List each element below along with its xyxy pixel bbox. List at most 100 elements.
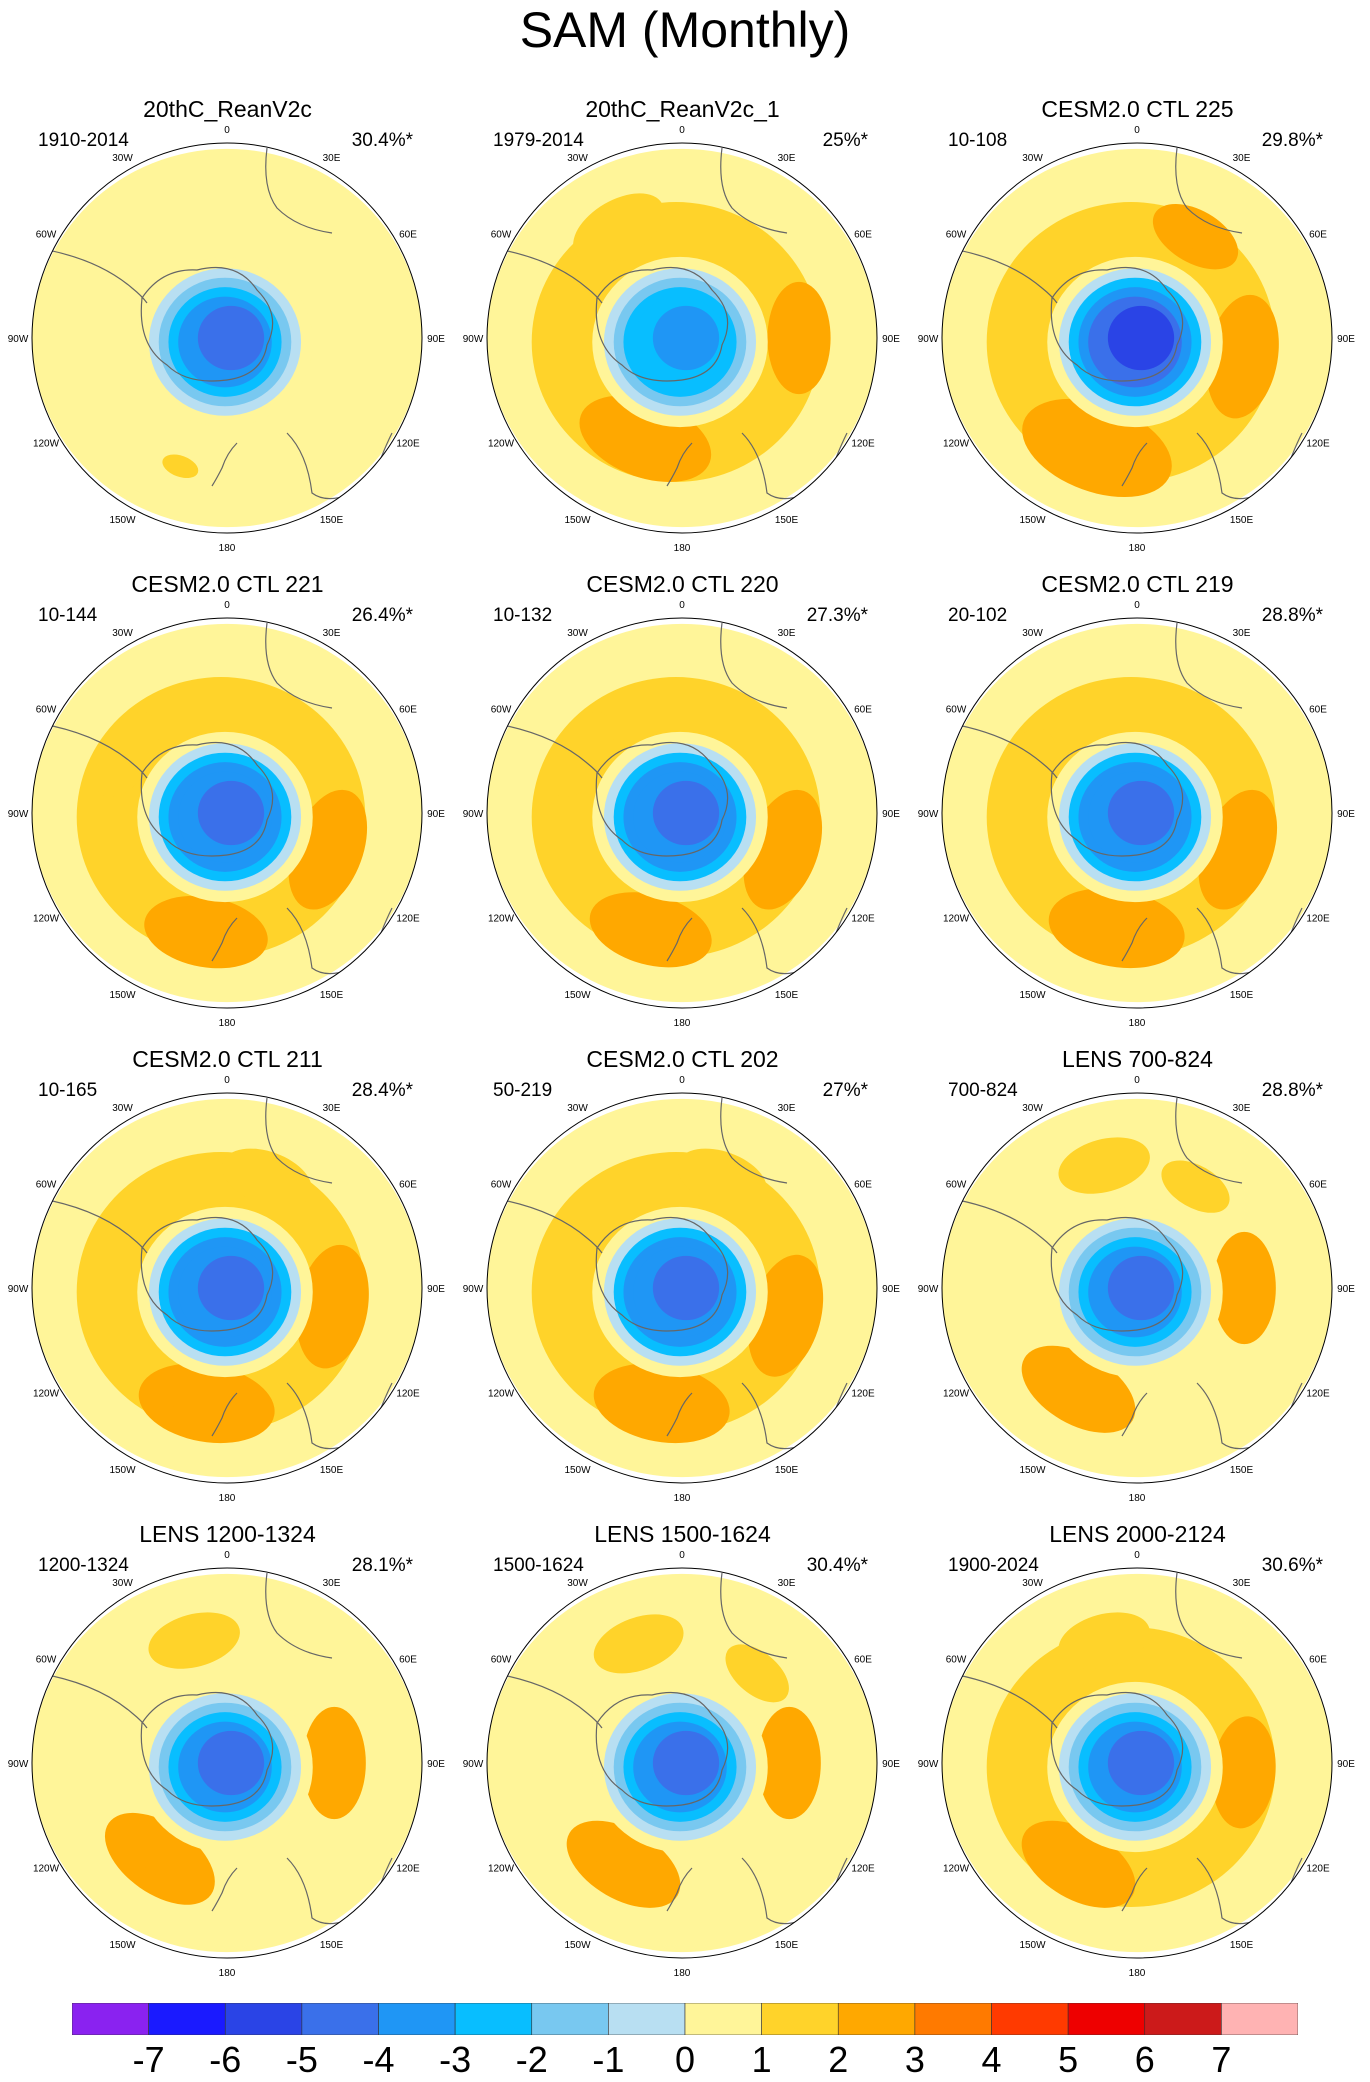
longitude-label: 30E [323, 1578, 341, 1589]
longitude-label: 90W [463, 1284, 484, 1295]
longitude-label: 150W [109, 1465, 136, 1476]
map-panel: CESM2.0 CTL 219 20-102 28.8%* 0 30E 60E 90E 120… [910, 570, 1365, 1040]
colorbar-swatch [531, 2003, 609, 2035]
colorbar-tick-label: -6 [209, 2039, 242, 2080]
longitude-label: 90W [918, 809, 939, 820]
positive-lobe [1058, 1137, 1150, 1194]
longitude-label: 60E [399, 705, 417, 716]
positive-lobe [1230, 1257, 1259, 1319]
coastline [1121, 1867, 1148, 1912]
positive-lobe [1047, 1842, 1110, 1887]
positive-lobe [308, 816, 347, 883]
longitude-label: 30E [1233, 1578, 1251, 1589]
longitude-label: 150E [775, 990, 799, 1001]
longitude-label: 150W [109, 1940, 136, 1951]
coastline [946, 1672, 1058, 1729]
longitude-label: 90W [463, 334, 484, 345]
map-panel: LENS 1200-1324 1200-1324 28.1%* 0 30E 60E 90E 1… [0, 1520, 455, 1990]
negative-center [652, 1730, 720, 1796]
longitude-label: 120W [33, 439, 60, 450]
map-panel: CESM2.0 CTL 225 10-108 29.8%* 0 30E 60E 90E 120… [910, 95, 1365, 565]
longitude-label: 90W [463, 1759, 484, 1770]
longitude-label: 60W [36, 1180, 57, 1191]
coastline [595, 1691, 729, 1807]
longitude-label: 120W [488, 914, 515, 925]
map-panel: 20thC_ReanV2c 1910-2014 30.4%* 0 30E 60E 90E 12… [0, 95, 455, 565]
panel-title: CESM2.0 CTL 220 [586, 571, 779, 597]
coastline [211, 917, 238, 962]
longitude-label: 90E [1337, 809, 1355, 820]
negative-center [197, 780, 265, 846]
longitude-label: 60E [1309, 1180, 1327, 1191]
longitude-label: 30W [112, 628, 133, 639]
longitude-label: 0 [1134, 1075, 1140, 1086]
longitude-label: 150E [320, 515, 344, 526]
negative-center [197, 305, 265, 371]
longitude-label: 120E [1306, 439, 1330, 450]
positive-lobe [169, 1384, 244, 1422]
coastline [1050, 1216, 1184, 1332]
polar-map: 0 30E 60E 90E 120E 150E 180 150W 120W 90W 60W 30W [8, 1550, 446, 1979]
longitude-label: 30E [323, 153, 341, 164]
longitude-label: 60E [854, 705, 872, 716]
longitude-label: 180 [1129, 543, 1146, 554]
longitude-label: 90W [8, 334, 29, 345]
map-border [31, 617, 423, 1009]
map-border [941, 1092, 1333, 1484]
longitude-label: 30W [1022, 153, 1043, 164]
longitude-label: 120W [943, 1864, 970, 1875]
colorbar-tick-label: 3 [904, 2039, 925, 2080]
longitude-label: 60E [854, 1655, 872, 1666]
map-border [486, 1567, 878, 1959]
longitude-label: 120W [943, 439, 970, 450]
longitude-label: 90W [8, 1284, 29, 1295]
longitude-label: 60E [1309, 1655, 1327, 1666]
figure-title: SAM (Monthly) [519, 2, 851, 58]
longitude-label: 30W [567, 1103, 588, 1114]
colorbar-swatch [378, 2003, 456, 2035]
coastline [946, 722, 1058, 779]
positive-lobe [775, 1732, 804, 1794]
panel-variance-explained: 28.8%* [1261, 1080, 1323, 1101]
coastline [1050, 741, 1184, 857]
panel-period: 10-165 [38, 1080, 98, 1101]
colorbar-swatch [837, 2003, 916, 2035]
colorbar-swatch [761, 2003, 839, 2035]
positive-lobe [1172, 220, 1219, 254]
coastline [666, 917, 693, 962]
map-panel: LENS 1500-1624 1500-1624 30.4%* 0 30E 60E 90E 1… [455, 1520, 910, 1990]
positive-lobe [1225, 322, 1260, 391]
panel-variance-explained: 30.4%* [351, 130, 413, 151]
longitude-label: 120E [851, 914, 875, 925]
panel-title: LENS 2000-2124 [1049, 1521, 1226, 1547]
longitude-label: 150W [1019, 515, 1046, 526]
colorbar-swatch [914, 2003, 992, 2035]
longitude-label: 120W [943, 914, 970, 925]
longitude-label: 90E [882, 809, 900, 820]
panel-period: 10-132 [493, 605, 553, 626]
positive-lobe [784, 307, 814, 369]
colorbar-tick-label: -5 [285, 2039, 318, 2080]
panel-period: 1910-2014 [38, 130, 129, 151]
longitude-label: 60W [491, 1655, 512, 1666]
longitude-label: 60E [854, 230, 872, 241]
positive-lobe [148, 1612, 240, 1669]
map-panel: 20thC_ReanV2c_1 1979-2014 25%* 0 30E 60E 90E 12… [455, 95, 910, 565]
longitude-label: 0 [1134, 1550, 1140, 1561]
map-border [31, 1567, 423, 1959]
coastline [1050, 1691, 1184, 1807]
longitude-label: 90W [918, 334, 939, 345]
longitude-label: 30W [112, 1578, 133, 1589]
longitude-label: 120W [33, 1389, 60, 1400]
panel-title: LENS 1200-1324 [139, 1521, 316, 1547]
longitude-label: 180 [219, 1018, 236, 1029]
longitude-label: 180 [674, 543, 691, 554]
map-panel: LENS 2000-2124 1900-2024 30.6%* 0 30E 60E 90E 1… [910, 1520, 1365, 1990]
coastline [491, 1197, 603, 1254]
panel-period: 50-219 [493, 1080, 553, 1101]
longitude-label: 30W [112, 153, 133, 164]
panel-title: 20thC_ReanV2c [143, 96, 312, 122]
longitude-label: 60E [1309, 705, 1327, 716]
longitude-label: 150W [564, 1465, 591, 1476]
coastline [666, 442, 693, 487]
